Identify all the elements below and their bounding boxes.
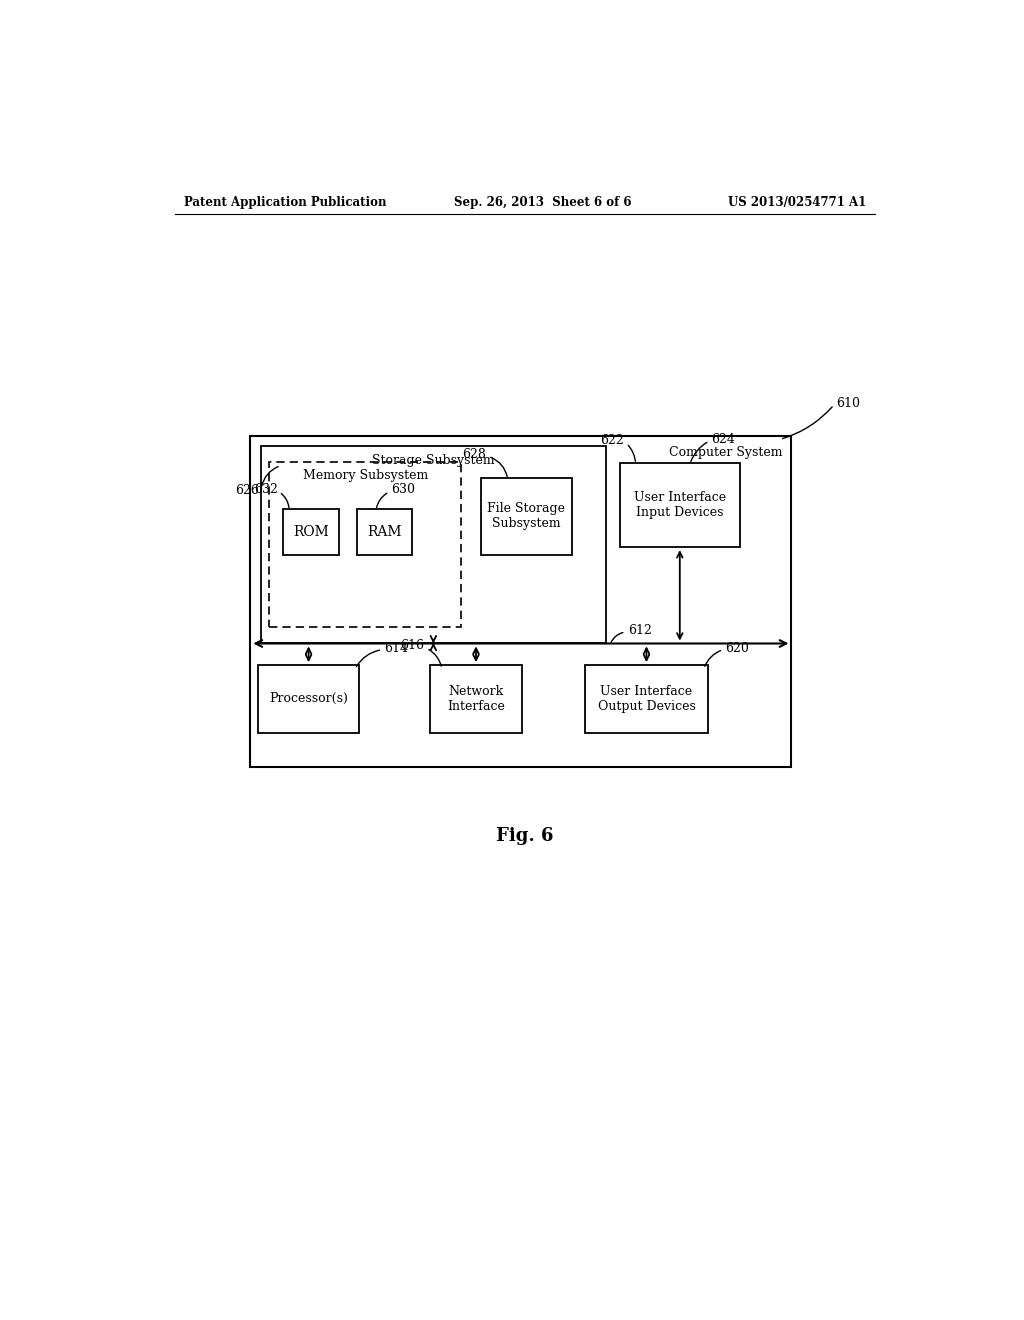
Text: 628: 628 (462, 449, 486, 462)
Text: RAM: RAM (368, 525, 401, 539)
Text: 624: 624 (712, 433, 735, 446)
Bar (269, 462, 461, 627)
Text: User Interface
Output Devices: User Interface Output Devices (598, 685, 695, 713)
Text: Memory Subsystem: Memory Subsystem (302, 469, 428, 482)
Text: 620: 620 (726, 642, 750, 655)
Text: 610: 610 (837, 397, 860, 409)
Text: Fig. 6: Fig. 6 (496, 828, 554, 845)
Text: 616: 616 (400, 639, 424, 652)
Text: 632: 632 (254, 483, 278, 496)
Bar (586, 665, 708, 733)
Text: Computer System: Computer System (669, 446, 782, 459)
Bar (480, 478, 572, 554)
Text: 630: 630 (391, 483, 416, 496)
Text: Processor(s): Processor(s) (269, 693, 348, 705)
Text: ROM: ROM (293, 525, 329, 539)
Text: Patent Application Publication: Patent Application Publication (183, 195, 386, 209)
Text: 612: 612 (628, 624, 651, 638)
Text: Storage Subsystem: Storage Subsystem (372, 454, 495, 467)
Bar (251, 436, 792, 767)
Text: File Storage
Subsystem: File Storage Subsystem (487, 503, 565, 531)
Bar (258, 665, 359, 733)
Text: User Interface
Input Devices: User Interface Input Devices (634, 491, 726, 519)
Bar (621, 462, 740, 548)
Text: US 2013/0254771 A1: US 2013/0254771 A1 (727, 195, 866, 209)
Text: 614: 614 (385, 642, 409, 655)
Bar (261, 446, 606, 643)
Text: 626: 626 (236, 483, 259, 496)
Text: 622: 622 (600, 434, 624, 447)
Bar (283, 508, 339, 554)
Text: Network
Interface: Network Interface (447, 685, 505, 713)
Bar (430, 665, 521, 733)
Bar (356, 508, 413, 554)
Text: Sep. 26, 2013  Sheet 6 of 6: Sep. 26, 2013 Sheet 6 of 6 (454, 195, 631, 209)
